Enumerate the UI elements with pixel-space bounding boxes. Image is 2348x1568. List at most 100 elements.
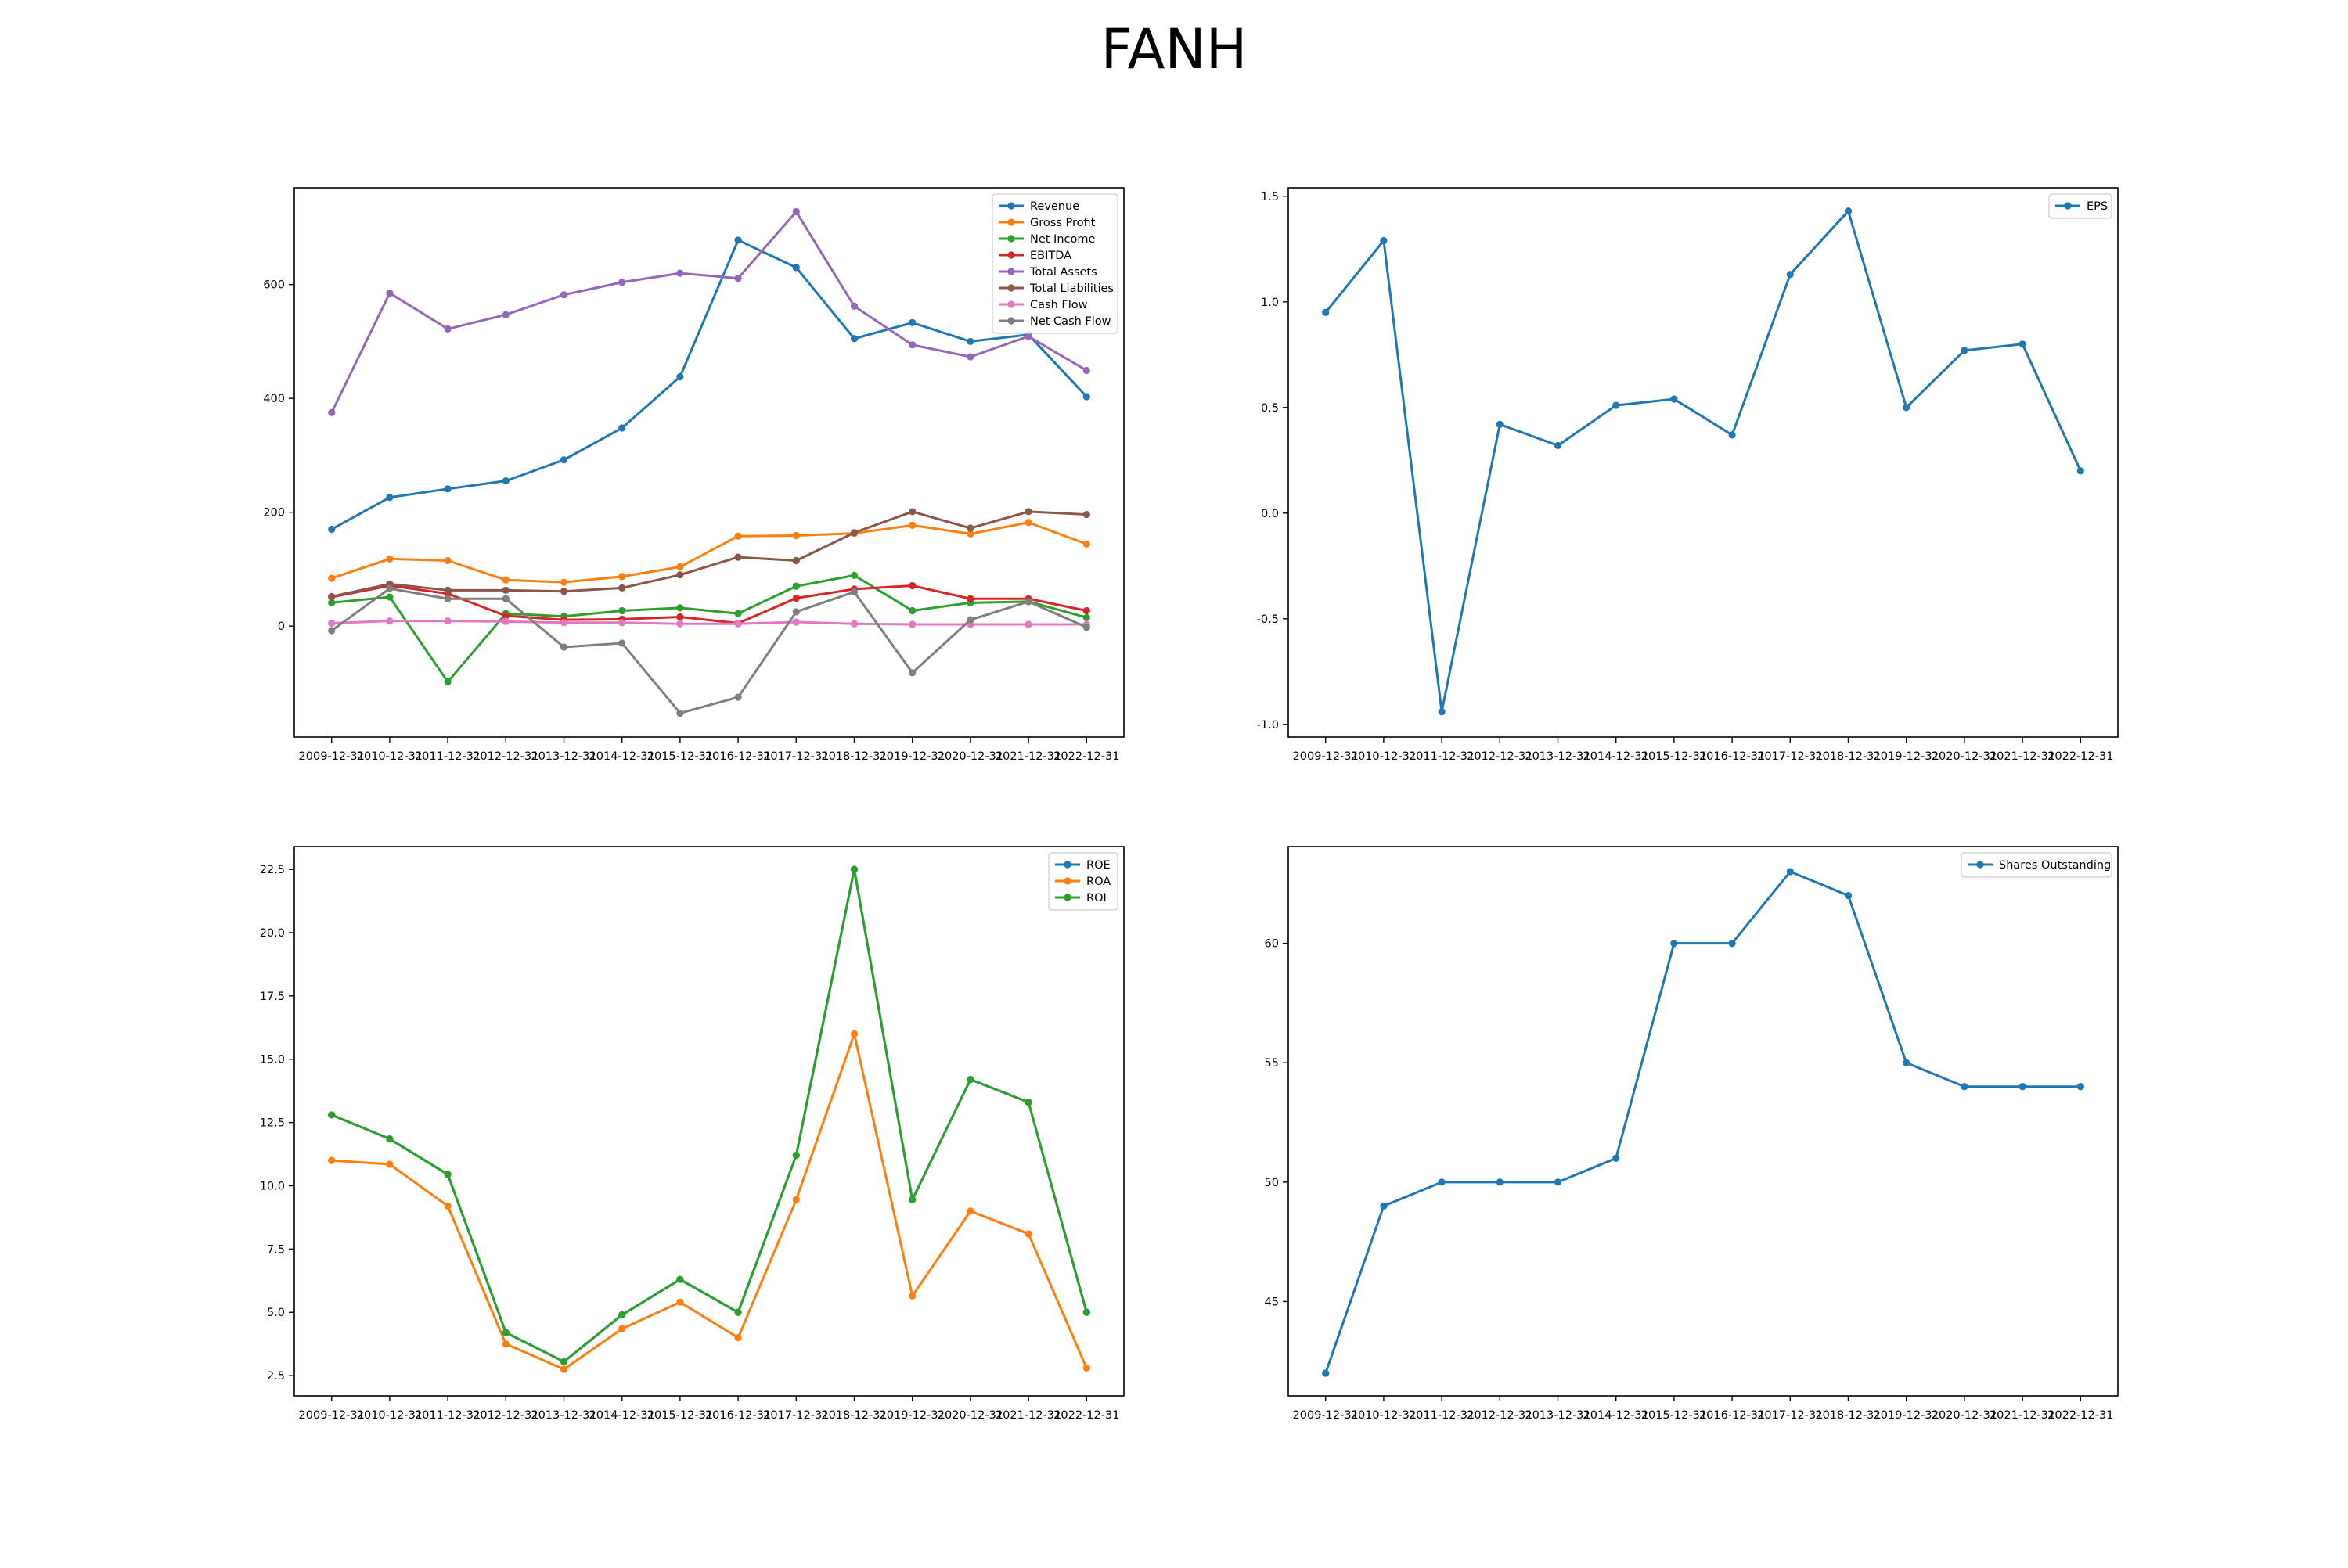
legend: ROE ROA ROI <box>1048 852 1118 911</box>
legend-marker <box>1064 877 1071 885</box>
x-tick-label: 2011-12-31 <box>415 750 481 763</box>
x-tick-label: 2022-12-31 <box>2047 750 2113 763</box>
data-point-net-cash-flow <box>1082 624 1090 631</box>
data-point-roa <box>850 1030 859 1038</box>
data-point-roi <box>386 1135 394 1143</box>
data-point-total-assets <box>444 325 452 333</box>
data-point-total-assets <box>909 341 917 349</box>
y-tick-label: 15.0 <box>260 1054 285 1066</box>
x-tick-label: 2016-12-31 <box>1699 1409 1765 1422</box>
legend-marker <box>1007 317 1015 325</box>
data-point-total-assets <box>792 207 800 216</box>
legend-label: Net Cash Flow <box>1030 315 1111 328</box>
x-tick-label: 2009-12-31 <box>1293 1409 1359 1422</box>
data-point-ebitda <box>909 581 917 590</box>
data-point-net-cash-flow <box>444 595 452 602</box>
legend-marker <box>1007 284 1015 292</box>
data-point-eps <box>1496 420 1504 429</box>
legend-label: Gross Profit <box>1030 217 1096 229</box>
data-point-revenue <box>618 424 626 432</box>
legend-label: Cash Flow <box>1030 299 1088 311</box>
data-point-roi <box>328 1111 336 1119</box>
x-tick-label: 2016-12-31 <box>1699 750 1765 763</box>
y-tick-label: 10.0 <box>260 1180 285 1192</box>
legend-marker <box>1064 894 1071 901</box>
x-tick-label: 2014-12-31 <box>589 1409 655 1422</box>
axes-frame <box>294 187 1125 738</box>
legend-marker <box>1007 268 1015 275</box>
x-tick-label: 2009-12-31 <box>1293 750 1359 763</box>
series-line-roa <box>331 1032 1088 1371</box>
data-point-total-assets <box>618 279 626 286</box>
data-point-roa <box>618 1325 626 1332</box>
x-tick-label: 2013-12-31 <box>1525 750 1590 763</box>
y-tick-label: 20.0 <box>260 927 285 940</box>
data-point-total-liabilities <box>502 586 510 594</box>
series-line-roi <box>331 868 1088 1363</box>
data-point-eps <box>1554 441 1562 450</box>
legend-marker <box>1007 202 1015 210</box>
data-point-total-assets <box>850 302 859 310</box>
data-point-roa <box>560 1365 568 1373</box>
data-point-roa <box>444 1202 452 1210</box>
data-point-eps <box>2076 467 2084 475</box>
data-point-cash-flow <box>734 620 742 628</box>
legend-label: ROI <box>1086 892 1107 904</box>
data-point-net-cash-flow <box>967 616 974 624</box>
x-tick-label: 2017-12-31 <box>1757 750 1823 763</box>
data-point-cash-flow <box>850 620 859 628</box>
data-point-roi <box>502 1329 510 1336</box>
x-tick-label: 2019-12-31 <box>1874 750 1939 763</box>
x-tick-label: 2021-12-31 <box>996 750 1061 763</box>
data-point-eps <box>2018 340 2026 348</box>
data-point-roa <box>734 1333 742 1342</box>
x-tick-label: 2018-12-31 <box>1815 750 1881 763</box>
data-point-shares-outstanding <box>1903 1059 1910 1066</box>
legend-label: EBITDA <box>1030 250 1071 262</box>
series-line-gross-profit <box>331 521 1087 584</box>
data-point-ebitda <box>967 595 974 602</box>
data-point-total-liabilities <box>444 586 452 594</box>
data-point-shares-outstanding <box>2018 1083 2026 1091</box>
data-point-revenue <box>792 264 800 272</box>
legend-marker <box>1064 861 1071 869</box>
x-tick-label: 2013-12-31 <box>531 1409 596 1422</box>
data-point-roi <box>560 1358 568 1365</box>
data-point-roi <box>909 1196 917 1203</box>
subplot-4: 2009-12-312010-12-312011-12-312012-12-31… <box>1265 846 2119 1422</box>
series-line-shares-outstanding <box>1324 870 2081 1374</box>
data-point-total-assets <box>734 275 742 282</box>
data-point-roi <box>792 1152 800 1160</box>
data-point-total-liabilities <box>909 508 917 516</box>
data-point-cash-flow <box>676 620 684 628</box>
data-point-total-liabilities <box>792 556 800 565</box>
series-line-net-cash-flow <box>330 587 1087 714</box>
y-tick-label: 0.5 <box>1261 402 1279 415</box>
data-point-roa <box>909 1292 917 1300</box>
x-tick-label: 2019-12-31 <box>880 750 945 763</box>
data-point-net-cash-flow <box>676 709 684 717</box>
series-line-roe <box>331 868 1088 1363</box>
y-tick-label: 17.5 <box>260 991 285 1003</box>
x-tick-label: 2022-12-31 <box>1053 1409 1119 1422</box>
legend-label: Total Assets <box>1029 266 1097 279</box>
data-point-total-assets <box>676 269 684 277</box>
data-point-net-cash-flow <box>328 627 336 635</box>
y-tick-label: 200 <box>263 507 285 520</box>
data-point-shares-outstanding <box>1612 1154 1620 1162</box>
data-point-roi <box>1082 1308 1090 1316</box>
data-point-cash-flow <box>328 619 336 628</box>
x-tick-label: 2015-12-31 <box>1641 1409 1707 1422</box>
legend-marker <box>1007 218 1015 226</box>
x-tick-label: 2016-12-31 <box>705 1409 771 1422</box>
data-point-roi <box>967 1076 974 1084</box>
data-point-eps <box>1844 207 1853 215</box>
data-point-total-liabilities <box>618 584 626 592</box>
data-point-revenue <box>560 456 568 464</box>
data-point-net-cash-flow <box>618 639 626 647</box>
figure-title: FANH <box>1100 17 1248 81</box>
x-tick-label: 2012-12-31 <box>1467 1409 1532 1422</box>
data-point-revenue <box>328 525 336 534</box>
